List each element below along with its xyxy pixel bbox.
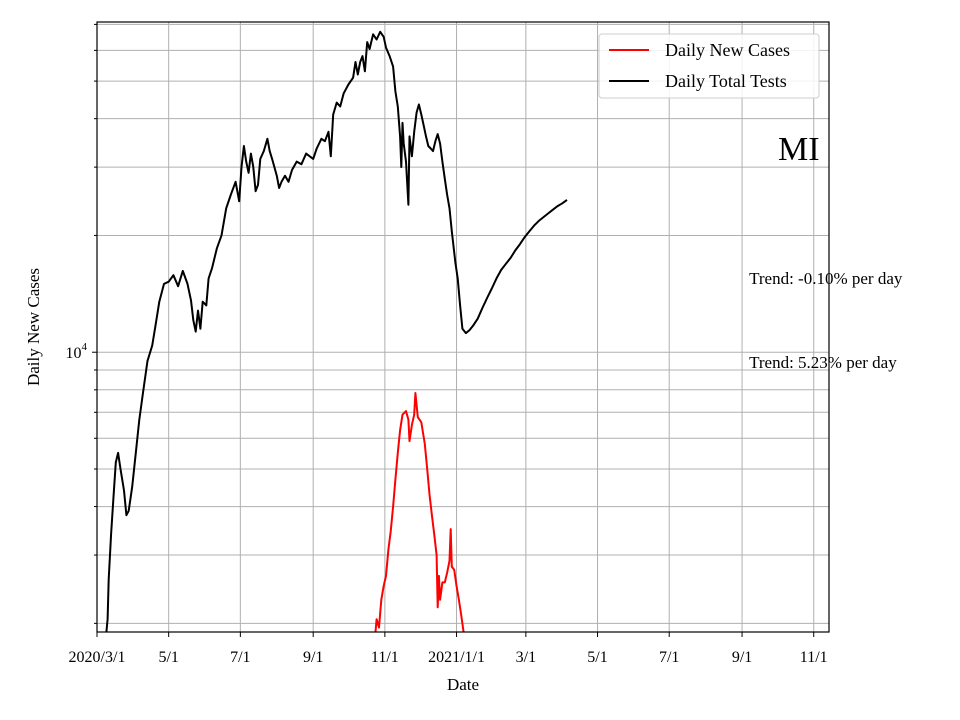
x-tick-label: 5/1 — [158, 649, 178, 666]
legend-box — [598, 33, 820, 99]
x-axis-label: Date — [447, 675, 479, 694]
x-tick-label: 3/1 — [516, 649, 536, 666]
grid-lines — [96, 22, 829, 632]
axes-frame — [96, 21, 830, 633]
x-tick-label: 9/1 — [732, 649, 752, 666]
plot-area — [105, 30, 568, 632]
x-tick-label: 2021/1/1 — [428, 649, 485, 666]
state-label: MI — [778, 131, 820, 168]
series-line-daily-total-tests — [105, 30, 568, 632]
annotations: MI Trend: -0.10% per day Trend: 5.23% per… — [749, 131, 903, 372]
x-tick-label: 5/1 — [587, 649, 607, 666]
x-tick-label: 7/1 — [230, 649, 250, 666]
x-tick-label: 7/1 — [659, 649, 679, 666]
x-tick-label: 9/1 — [303, 649, 323, 666]
x-tick-label: 11/1 — [800, 649, 828, 666]
x-tick-label: 11/1 — [371, 649, 399, 666]
y-tick-label: 104 — [66, 341, 88, 362]
trend-annotation: Trend: -0.10% per day — [749, 269, 903, 288]
x-tick-label: 2020/3/1 — [69, 649, 126, 666]
y-axis-label: Daily New Cases — [24, 268, 43, 386]
axis-labels: Date Daily New Cases — [24, 268, 479, 694]
series-line-daily-new-cases — [374, 392, 465, 632]
legend: Daily New Cases Daily Total Tests — [598, 33, 820, 99]
trend-annotation: Trend: 5.23% per day — [749, 353, 897, 372]
legend-entry: Daily New Cases — [665, 40, 790, 60]
x-axis: 2020/3/1 5/1 7/1 9/1 11/1 2021/1/1 3/1 5/1 7/1 9/… — [69, 632, 828, 666]
legend-entry: Daily Total Tests — [665, 71, 787, 91]
y-axis: 104 — [66, 23, 97, 624]
